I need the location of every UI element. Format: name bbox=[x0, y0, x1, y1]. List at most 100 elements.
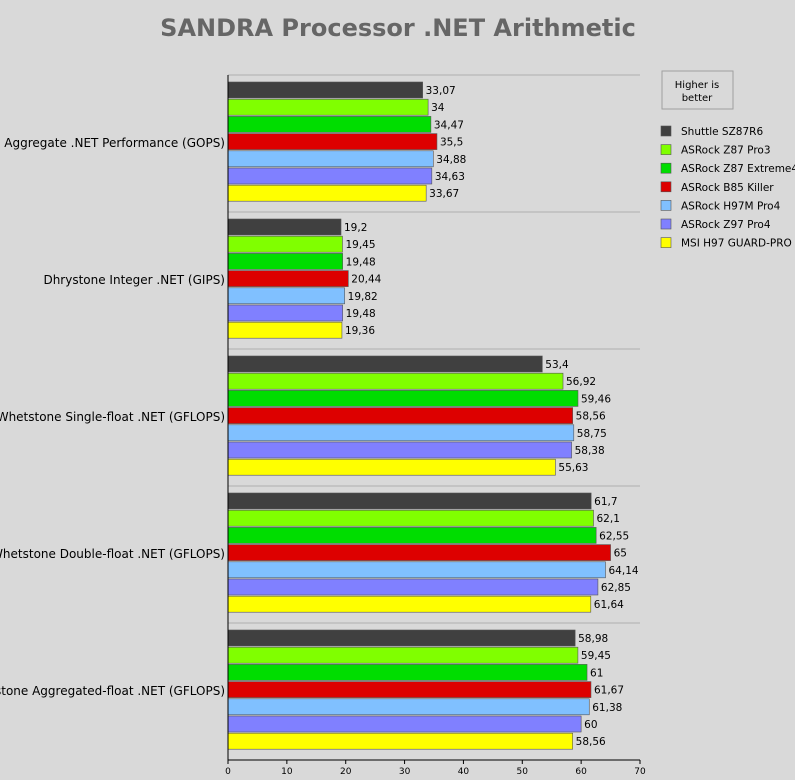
data-label: 33,07 bbox=[426, 85, 456, 97]
bar bbox=[227, 287, 345, 305]
bar bbox=[227, 698, 590, 716]
bar bbox=[227, 424, 575, 442]
bar bbox=[227, 527, 597, 544]
data-label: 64,14 bbox=[609, 565, 639, 577]
data-label: 58,98 bbox=[578, 633, 608, 645]
data-label: 62,55 bbox=[599, 530, 629, 542]
data-label: 61 bbox=[590, 667, 603, 679]
bar bbox=[227, 304, 343, 322]
data-label: 55,63 bbox=[558, 462, 588, 474]
x-tick-label: 70 bbox=[634, 767, 646, 777]
data-label: 56,92 bbox=[566, 376, 596, 388]
data-label: 61,38 bbox=[592, 702, 622, 714]
bar bbox=[227, 595, 592, 613]
data-label: 59,46 bbox=[581, 393, 611, 405]
bar bbox=[227, 321, 343, 339]
bar bbox=[227, 441, 572, 459]
x-tick-label: 60 bbox=[575, 767, 587, 777]
bar bbox=[227, 270, 349, 287]
data-label: 33,67 bbox=[429, 188, 459, 200]
x-tick-label: 50 bbox=[517, 767, 529, 777]
bar bbox=[227, 492, 592, 510]
legend-swatch bbox=[660, 162, 672, 174]
legend-label: ASRock Z97 Pro4 bbox=[681, 219, 771, 231]
legend-label: ASRock Z87 Pro3 bbox=[681, 145, 771, 157]
data-label: 20,44 bbox=[351, 274, 381, 286]
legend-label: MSI H97 GUARD-PRO bbox=[681, 238, 792, 250]
bar bbox=[227, 184, 427, 202]
bar bbox=[227, 81, 423, 99]
data-label: 34,88 bbox=[436, 154, 466, 166]
legend-swatch bbox=[660, 237, 672, 248]
bar bbox=[227, 561, 606, 579]
x-tick-label: 40 bbox=[458, 767, 470, 777]
data-label: 58,56 bbox=[576, 736, 606, 748]
note-box bbox=[661, 70, 734, 110]
category-label: Aggregate .NET Performance (GOPS) bbox=[4, 136, 225, 150]
data-label: 60 bbox=[584, 719, 597, 731]
bar bbox=[227, 715, 582, 733]
bar bbox=[227, 629, 576, 647]
data-label: 62,1 bbox=[597, 513, 620, 525]
data-label: 59,45 bbox=[581, 650, 611, 662]
data-label: 34,63 bbox=[435, 171, 465, 183]
legend-label: ASRock H97M Pro4 bbox=[681, 200, 781, 212]
legend-swatch bbox=[660, 125, 672, 137]
category-label: Whetstone Single-float .NET (GFLOPS) bbox=[0, 410, 225, 424]
x-tick-label: 0 bbox=[225, 767, 231, 777]
data-label: 58,38 bbox=[575, 445, 605, 457]
data-label: 34,47 bbox=[434, 119, 464, 131]
bar bbox=[227, 167, 433, 185]
data-label: 19,36 bbox=[345, 325, 375, 337]
bar bbox=[227, 355, 543, 373]
bar bbox=[227, 544, 611, 561]
bar bbox=[227, 509, 594, 527]
legend-swatch bbox=[660, 181, 672, 193]
bar bbox=[227, 407, 573, 424]
bar bbox=[227, 150, 434, 168]
data-label: 19,48 bbox=[346, 308, 376, 320]
x-tick-label: 10 bbox=[281, 767, 293, 777]
data-label: 19,48 bbox=[346, 256, 376, 268]
legend: Higher is better Shuttle SZ87R6 ASRock Z87 … bbox=[660, 70, 795, 250]
legend-swatch bbox=[660, 144, 672, 155]
data-label: 19,2 bbox=[344, 222, 367, 234]
bar bbox=[227, 253, 343, 270]
data-label: 61,7 bbox=[594, 496, 617, 508]
category-label: Dhrystone Integer .NET (GIPS) bbox=[43, 273, 225, 287]
note-line-2: better bbox=[682, 93, 713, 104]
x-tick-label: 30 bbox=[399, 767, 411, 777]
data-label: 19,82 bbox=[348, 291, 378, 303]
bar bbox=[227, 646, 579, 664]
plot-area: 33,07 34 34,47 35,5 34,88 34,63 33,67 Aggregate… bbox=[0, 74, 646, 777]
data-label: 58,75 bbox=[577, 428, 607, 440]
category-label: Whetstone Double-float .NET (GFLOPS) bbox=[0, 547, 225, 561]
data-label: 65 bbox=[614, 548, 627, 560]
data-label: 35,5 bbox=[440, 137, 463, 149]
bar bbox=[227, 578, 599, 596]
legend-swatch bbox=[660, 218, 672, 230]
legend-label: ASRock Z87 Extreme4 bbox=[681, 163, 795, 175]
bar bbox=[227, 458, 556, 476]
bar bbox=[227, 664, 588, 681]
bar bbox=[227, 218, 342, 236]
data-label: 19,45 bbox=[345, 239, 375, 251]
data-label: 34 bbox=[431, 102, 445, 114]
bar bbox=[227, 681, 592, 698]
data-label: 53,4 bbox=[545, 359, 569, 371]
bar bbox=[227, 98, 429, 116]
legend-swatch bbox=[660, 200, 672, 211]
data-label: 61,64 bbox=[594, 599, 624, 611]
bar bbox=[227, 235, 343, 253]
bar bbox=[227, 116, 432, 133]
bar bbox=[227, 732, 573, 750]
x-tick-label: 20 bbox=[340, 767, 352, 777]
bar bbox=[227, 133, 438, 150]
category-label: Whetstone Aggregated-float .NET (GFLOPS) bbox=[0, 684, 225, 698]
bar bbox=[227, 390, 579, 407]
legend-label: Shuttle SZ87R6 bbox=[681, 126, 763, 138]
chart-title: SANDRA Processor .NET Arithmetic bbox=[160, 14, 636, 42]
note-line-1: Higher is bbox=[675, 80, 719, 91]
bar bbox=[227, 372, 564, 390]
